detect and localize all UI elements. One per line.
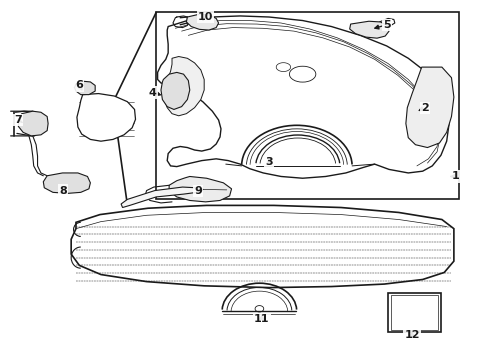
Polygon shape — [406, 67, 454, 148]
Text: 1: 1 — [451, 171, 459, 181]
Polygon shape — [121, 187, 197, 207]
Text: 4: 4 — [149, 87, 157, 98]
Polygon shape — [388, 293, 441, 332]
Text: 5: 5 — [383, 20, 391, 30]
Polygon shape — [158, 16, 449, 178]
Text: 12: 12 — [404, 330, 420, 340]
Polygon shape — [156, 12, 459, 199]
Polygon shape — [43, 173, 90, 193]
Polygon shape — [74, 81, 95, 95]
Text: 6: 6 — [75, 80, 83, 90]
Text: 2: 2 — [421, 103, 429, 113]
Polygon shape — [186, 14, 219, 30]
Text: 11: 11 — [254, 314, 270, 324]
Polygon shape — [164, 57, 204, 116]
Text: 7: 7 — [15, 115, 22, 125]
Text: 8: 8 — [60, 186, 67, 195]
Polygon shape — [350, 21, 389, 38]
Polygon shape — [161, 72, 190, 109]
Text: 10: 10 — [198, 12, 213, 22]
Text: 3: 3 — [265, 157, 273, 167]
Polygon shape — [18, 111, 48, 136]
Polygon shape — [71, 206, 454, 288]
Text: 9: 9 — [194, 186, 202, 196]
Polygon shape — [77, 94, 136, 141]
Polygon shape — [169, 176, 232, 202]
